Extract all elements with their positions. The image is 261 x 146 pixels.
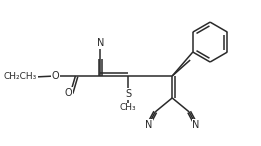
Text: ethyl: ethyl xyxy=(12,73,33,81)
Text: CH₂CH₃: CH₂CH₃ xyxy=(4,73,37,81)
Text: O: O xyxy=(65,88,72,98)
Text: CH₃: CH₃ xyxy=(120,103,137,112)
Text: N: N xyxy=(97,38,104,48)
Text: N: N xyxy=(145,120,152,130)
Text: N: N xyxy=(192,120,200,130)
Text: S: S xyxy=(125,89,131,99)
Text: O: O xyxy=(52,71,59,81)
